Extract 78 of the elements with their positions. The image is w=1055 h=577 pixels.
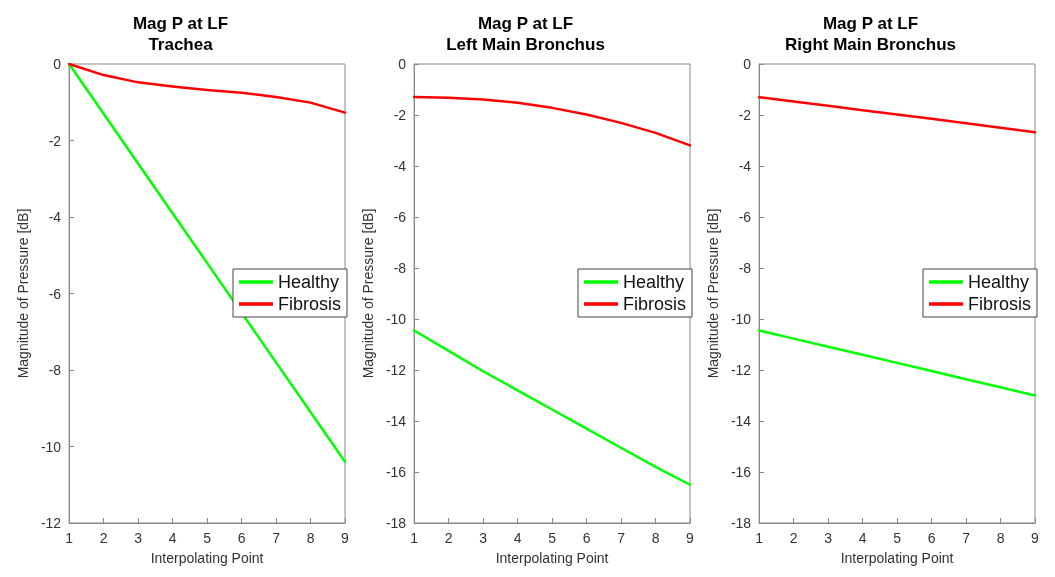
chart-title: Mag P at LF — [477, 14, 574, 33]
x-axis-title: Interpolating Point — [495, 550, 609, 566]
legend-label: Fibrosis — [967, 294, 1032, 314]
x-tick-label: 6 — [237, 530, 246, 546]
x-tick-label: 4 — [168, 530, 177, 546]
line-series — [412, 95, 692, 147]
y-tick-label: -12 — [40, 515, 62, 531]
y-tick-label: -2 — [393, 107, 407, 123]
x-tick-label: 1 — [65, 530, 74, 546]
x-tick-label: 7 — [272, 530, 281, 546]
y-tick-label: -8 — [738, 260, 752, 276]
x-tick-label: 3 — [134, 530, 143, 546]
line-series — [757, 95, 1037, 134]
y-tick-label: -6 — [738, 209, 752, 225]
x-tick-label: 3 — [824, 530, 833, 546]
x-tick-label: 7 — [962, 530, 971, 546]
y-tick-label: -12 — [730, 362, 752, 378]
x-tick-label: 8 — [651, 530, 660, 546]
x-tick-label: 1 — [755, 530, 764, 546]
y-tick-label: -8 — [393, 260, 407, 276]
x-tick-label: 6 — [582, 530, 591, 546]
x-tick-label: 2 — [444, 530, 453, 546]
x-tick-label: 2 — [789, 530, 798, 546]
line-series — [757, 329, 1037, 397]
y-tick-label: -14 — [730, 413, 752, 429]
line-series — [67, 62, 347, 464]
chart-subtitle: Trachea — [148, 35, 214, 54]
y-tick-label: -14 — [385, 413, 407, 429]
y-tick-label: -2 — [738, 107, 752, 123]
y-tick-label: -6 — [393, 209, 407, 225]
x-tick-label: 8 — [306, 530, 315, 546]
y-tick-label: -16 — [730, 464, 752, 480]
x-axis-title: Interpolating Point — [840, 550, 954, 566]
y-tick-label: -10 — [40, 438, 62, 455]
x-tick-label: 6 — [927, 530, 936, 546]
x-tick-label: 5 — [548, 530, 557, 546]
x-tick-label: 2 — [99, 530, 108, 546]
chart-subtitle: Left Main Bronchus — [446, 35, 605, 54]
x-tick-label: 9 — [1031, 530, 1040, 546]
legend-label: Fibrosis — [622, 294, 687, 314]
x-tick-label: 3 — [479, 530, 488, 546]
legend-label: Fibrosis — [277, 294, 342, 314]
x-tick-label: 5 — [203, 530, 212, 546]
y-tick-label: -10 — [385, 311, 407, 327]
legend-label: Healthy — [277, 272, 340, 292]
y-tick-label: -10 — [730, 311, 752, 327]
y-tick-label: 0 — [53, 56, 62, 72]
y-tick-label: 0 — [398, 56, 407, 72]
y-tick-label: -18 — [385, 515, 407, 531]
x-tick-label: 9 — [686, 530, 695, 546]
legend-label: Healthy — [967, 272, 1030, 292]
y-tick-label: -2 — [48, 132, 62, 149]
y-tick-label: 0 — [743, 56, 752, 72]
y-tick-label: -8 — [48, 362, 62, 378]
y-tick-label: -4 — [48, 209, 62, 225]
x-tick-label: 8 — [996, 530, 1005, 546]
y-tick-label: -18 — [730, 515, 752, 531]
y-tick-label: -16 — [385, 464, 407, 480]
y-axis-title: Magnitude of Pressure [dB] — [15, 208, 31, 379]
chart-title: Mag P at LF — [822, 14, 919, 33]
y-tick-label: -12 — [385, 362, 407, 378]
chart-title: Mag P at LF — [132, 14, 229, 33]
y-axis-title: Magnitude of Pressure [dB] — [360, 208, 376, 379]
x-tick-label: 4 — [513, 530, 522, 546]
legend-label: Healthy — [622, 272, 685, 292]
line-series — [412, 329, 692, 486]
y-axis-title: Magnitude of Pressure [dB] — [705, 208, 721, 379]
x-axis-title: Interpolating Point — [150, 550, 264, 566]
y-tick-label: -4 — [393, 158, 407, 174]
x-tick-label: 1 — [410, 530, 419, 546]
x-tick-label: 4 — [858, 530, 867, 546]
x-tick-label: 7 — [617, 530, 626, 546]
chart-subtitle: Right Main Bronchus — [785, 35, 956, 54]
line-series — [67, 62, 347, 114]
x-tick-label: 5 — [893, 530, 902, 546]
y-tick-label: -6 — [48, 285, 62, 302]
x-tick-label: 9 — [341, 530, 350, 546]
y-tick-label: -4 — [738, 158, 752, 174]
